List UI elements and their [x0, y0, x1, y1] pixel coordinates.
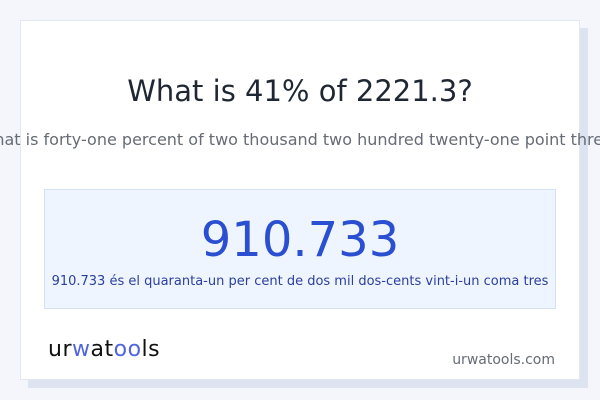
result-value: 910.733	[200, 212, 400, 268]
logo-part: ls	[141, 337, 161, 362]
result-box: 910.733 910.733 és el quaranta-un per ce…	[44, 189, 556, 309]
logo-part: w	[72, 337, 91, 362]
page-subtitle: What is forty-one percent of two thousan…	[0, 130, 600, 149]
logo-part: oo	[113, 337, 142, 362]
logo-part: at	[90, 337, 114, 362]
result-caption: 910.733 és el quaranta-un per cent de do…	[51, 274, 549, 289]
page-title: What is 41% of 2221.3?	[127, 74, 473, 108]
site-url: urwatools.com	[452, 352, 555, 368]
logo-part: ur	[48, 337, 72, 362]
logo: urwatools	[48, 337, 160, 362]
